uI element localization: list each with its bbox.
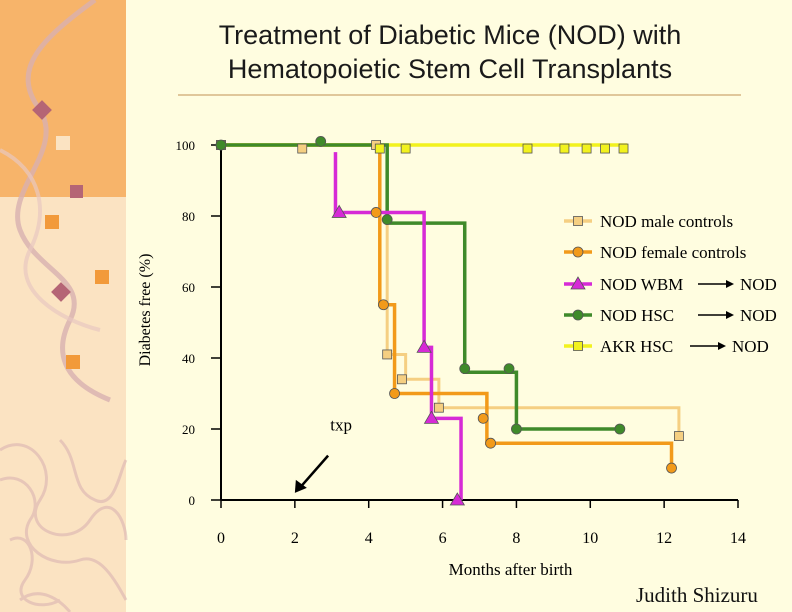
data-point-nod-wbm (423, 410, 440, 424)
legend-marker-nod-male-controls (573, 216, 583, 226)
data-point-nod-hsc (381, 214, 393, 225)
annotation-arrow-head (294, 479, 307, 493)
data-point-nod-male-controls (397, 374, 407, 385)
annotation-txp: txp (330, 415, 352, 434)
decor-square (70, 185, 83, 198)
decor-swirl-line-2 (0, 148, 101, 332)
decor-square (56, 136, 70, 150)
decor-ornament (0, 438, 128, 612)
data-point-akr-hsc (374, 143, 385, 154)
legend-marker-nod-female-controls (572, 246, 584, 258)
decor-square (32, 100, 52, 120)
legend-label-akr-hsc: AKR HSC (600, 337, 673, 356)
data-point-akr-hsc (522, 143, 533, 154)
data-point-akr-hsc (559, 143, 570, 154)
chart-title-line1: Treatment of Diabetic Mice (NOD) with (218, 20, 682, 50)
legend-marker-akr-hsc (573, 341, 583, 351)
decor-square (66, 355, 80, 369)
legend-target-nod-hsc: NOD (740, 306, 777, 325)
data-point-akr-hsc (400, 143, 411, 154)
data-point-nod-male-controls (674, 431, 684, 442)
x-tick-label: 10 (582, 530, 598, 547)
legend-label-nod-male-controls: NOD male controls (600, 212, 733, 231)
decor-square (45, 215, 59, 229)
legend-marker-nod-hsc (572, 309, 584, 321)
x-tick-label: 4 (365, 530, 373, 547)
data-point-nod-hsc (215, 139, 227, 151)
legend-arrowhead-nod-wbm (726, 280, 734, 288)
data-point-nod-female-controls (378, 299, 389, 311)
x-tick-label: 6 (439, 530, 447, 547)
data-point-nod-female-controls (370, 207, 382, 218)
data-point-akr-hsc (600, 143, 610, 154)
data-point-nod-female-controls (666, 462, 677, 474)
decor-square (51, 282, 71, 302)
data-point-nod-hsc (614, 423, 626, 435)
y-tick-label: 80 (182, 209, 195, 224)
data-point-nod-wbm (331, 204, 347, 218)
author-credit: Judith Shizuru (636, 583, 758, 607)
x-tick-label: 2 (291, 530, 299, 547)
legend-target-nod-wbm: NOD (740, 275, 777, 294)
data-point-nod-hsc (503, 363, 515, 375)
decor-square (95, 270, 109, 284)
left-band-bottom (0, 197, 126, 612)
legend-label-nod-hsc: NOD HSC (600, 306, 674, 325)
data-point-nod-hsc (459, 363, 471, 375)
y-tick-label: 20 (182, 422, 195, 437)
series-line-nod-wbm (333, 152, 463, 500)
data-point-nod-female-controls (477, 412, 489, 424)
series-line-nod-hsc (221, 143, 620, 431)
y-tick-label: 60 (182, 280, 195, 295)
x-tick-label: 14 (730, 530, 746, 547)
x-tick-label: 12 (656, 530, 672, 547)
legend-label-nod-wbm: NOD WBM (600, 275, 683, 294)
y-tick-label: 100 (176, 138, 196, 153)
x-tick-label: 0 (217, 530, 225, 547)
data-point-nod-male-controls (382, 349, 393, 360)
data-point-akr-hsc (618, 143, 629, 154)
data-point-nod-male-controls (433, 402, 444, 413)
data-point-nod-hsc (511, 423, 522, 435)
x-axis-label: Months after birth (449, 560, 573, 579)
annotation-arrow-shaft (297, 454, 330, 490)
data-point-nod-female-controls (485, 437, 496, 449)
data-point-nod-male-controls (297, 143, 308, 154)
data-point-nod-wbm (449, 492, 466, 506)
data-point-nod-wbm (416, 339, 432, 353)
chart-title: Treatment of Diabetic Mice (NOD) with He… (150, 18, 750, 86)
data-point-nod-hsc (315, 136, 327, 147)
chart-title-line2: Hematopoietic Stem Cell Transplants (227, 54, 673, 84)
y-axis-label: Diabetes free (%) (137, 254, 154, 367)
legend-marker-nod-wbm (570, 276, 586, 290)
legend-arrowhead-nod-hsc (726, 311, 734, 319)
legend-label-nod-female-controls: NOD female controls (600, 243, 746, 262)
x-tick-label: 8 (512, 530, 520, 547)
legend-arrowhead-akr-hsc (718, 342, 726, 350)
decor-swirl-line (15, 0, 111, 403)
title-underline (178, 94, 741, 96)
data-point-akr-hsc (581, 143, 592, 154)
data-point-nod-female-controls (389, 388, 400, 399)
legend-target-akr-hsc: NOD (732, 337, 769, 356)
y-tick-label: 0 (189, 493, 196, 508)
y-tick-label: 40 (182, 351, 195, 366)
